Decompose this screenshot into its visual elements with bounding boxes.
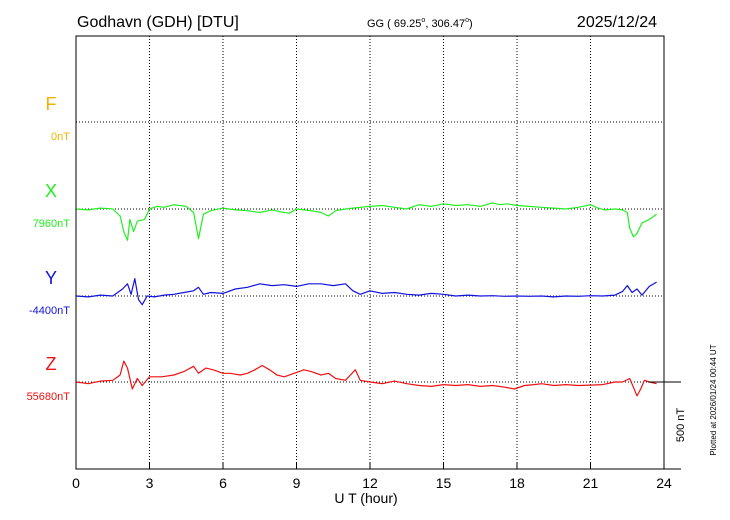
series-line-z [75,360,657,397]
scale-bar: 500 nT [648,381,687,470]
series-layer [75,202,657,397]
station-title: Godhavn (GDH) [DTU] [77,14,239,31]
series-name-x: X [45,181,57,201]
series-labels: F 0nT X 7960nT Y -4400nT Z 55680nT [27,94,71,403]
station-coordinates: GG ( 69.25o, 306.47o) [367,17,473,30]
x-tick-label: 3 [146,475,154,491]
series-name-f: F [46,94,57,114]
series-baseline-f: 0nT [51,131,70,143]
series-line-x [75,202,657,241]
x-tick-label: 21 [583,475,599,491]
x-tick-label: 12 [362,475,378,491]
x-tick-label: 0 [72,475,80,491]
x-axis-ticks: 0 3 6 9 12 15 18 21 24 [72,463,672,491]
x-tick-label: 18 [509,475,525,491]
x-tick-label: 9 [293,475,301,491]
series-name-y: Y [45,268,57,288]
series-baseline-x: 7960nT [33,218,71,230]
grid-lines [76,36,664,469]
x-tick-label: 24 [656,475,672,491]
plotted-at-note: Plotted at 2026/01/24 00:44 UT [709,344,718,455]
plot-date: 2025/12/24 [577,14,657,31]
series-name-z: Z [46,354,57,374]
scale-bar-label: 500 nT [675,408,687,443]
x-axis-title: U T (hour) [334,490,397,506]
series-baseline-z: 55680nT [27,391,71,403]
series-line-y [75,278,657,306]
x-tick-label: 15 [436,475,452,491]
series-baseline-y: -4400nT [29,305,70,317]
x-tick-label: 6 [219,475,227,491]
